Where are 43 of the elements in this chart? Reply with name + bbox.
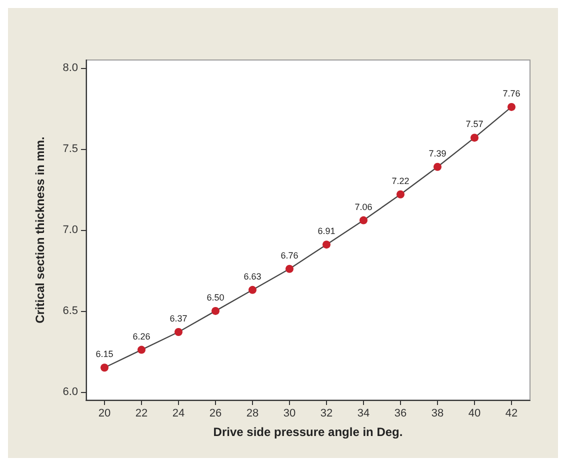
point — [138, 346, 146, 354]
data-label: 7.06 — [354, 202, 372, 212]
x-axis-title: Drive side pressure angle in Deg. — [213, 425, 403, 439]
data-label: 7.39 — [428, 148, 446, 158]
y-axis-title: Critical section thickness in mm. — [33, 136, 47, 324]
x-tick-label: 22 — [135, 408, 148, 420]
point — [322, 240, 330, 249]
data-label: 6.63 — [244, 271, 262, 282]
y-tick-label: 7.0 — [62, 224, 78, 236]
x-tick-label: 34 — [357, 408, 370, 420]
y-tick-label: 6.5 — [62, 304, 78, 317]
y-tick-label: 6.0 — [62, 386, 78, 398]
x-tick-label: 40 — [468, 408, 481, 420]
data-label: 6.15 — [96, 349, 114, 360]
y-tick-label: 8.0 — [62, 62, 78, 74]
y-tick-label: 7.5 — [62, 143, 78, 156]
x-tick-label: 20 — [98, 408, 111, 420]
point — [470, 134, 478, 142]
x-tick-label: 42 — [505, 408, 518, 420]
data-label: 7.22 — [392, 176, 410, 186]
data-label: 6.50 — [206, 292, 224, 302]
x-tick-label: 24 — [172, 408, 185, 420]
point — [248, 286, 256, 294]
data-label: 6.26 — [132, 331, 150, 342]
data-label: 6.91 — [318, 226, 336, 236]
data-label: 6.37 — [170, 314, 188, 324]
x-tick-label: 32 — [320, 408, 333, 420]
point — [396, 190, 404, 198]
x-tick-label: 38 — [431, 408, 444, 420]
x-tick-label: 26 — [209, 408, 222, 420]
data-label: 6.76 — [280, 250, 298, 260]
point — [174, 328, 182, 336]
data-label: 7.76 — [502, 88, 520, 98]
point — [212, 306, 220, 315]
data-label: 7.57 — [466, 119, 484, 130]
point — [434, 162, 442, 171]
point — [286, 264, 294, 273]
x-tick-label: 28 — [246, 408, 259, 420]
point — [360, 216, 368, 224]
point — [508, 102, 516, 111]
x-tick-label: 36 — [394, 408, 407, 420]
point — [100, 364, 108, 372]
x-tick-label: 30 — [283, 408, 296, 420]
